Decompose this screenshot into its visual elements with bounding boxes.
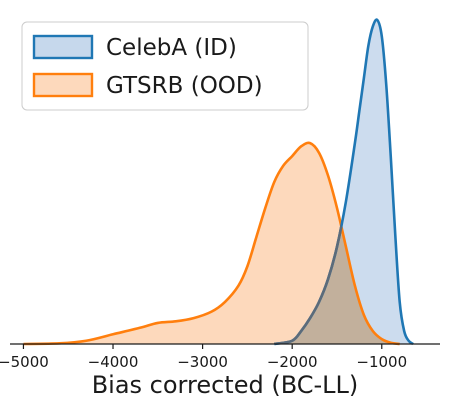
plot-area xyxy=(23,18,414,346)
x-tick-label: −5000 xyxy=(0,353,49,371)
x-tick-label: −3000 xyxy=(177,353,228,371)
x-tick-label: −1000 xyxy=(356,353,407,371)
series-line-gtsrb xyxy=(23,141,400,346)
legend-label-gtsrb: GTSRB (OOD) xyxy=(106,73,263,99)
x-tick-label: −2000 xyxy=(267,353,318,371)
legend: CelebA (ID) GTSRB (OOD) xyxy=(21,21,309,111)
x-axis: −5000 −4000 −3000 −2000 −1000 xyxy=(0,343,440,371)
legend-swatch-gtsrb xyxy=(32,72,94,98)
legend-frame xyxy=(21,21,309,111)
series-area-celeba xyxy=(274,19,414,345)
series-area-gtsrb xyxy=(23,142,400,344)
legend-label-celeba: CelebA (ID) xyxy=(106,35,237,61)
x-tick-label: −4000 xyxy=(88,353,139,371)
x-axis-title: Bias corrected (BC-LL) xyxy=(92,371,359,399)
legend-swatch-celeba xyxy=(32,34,94,60)
